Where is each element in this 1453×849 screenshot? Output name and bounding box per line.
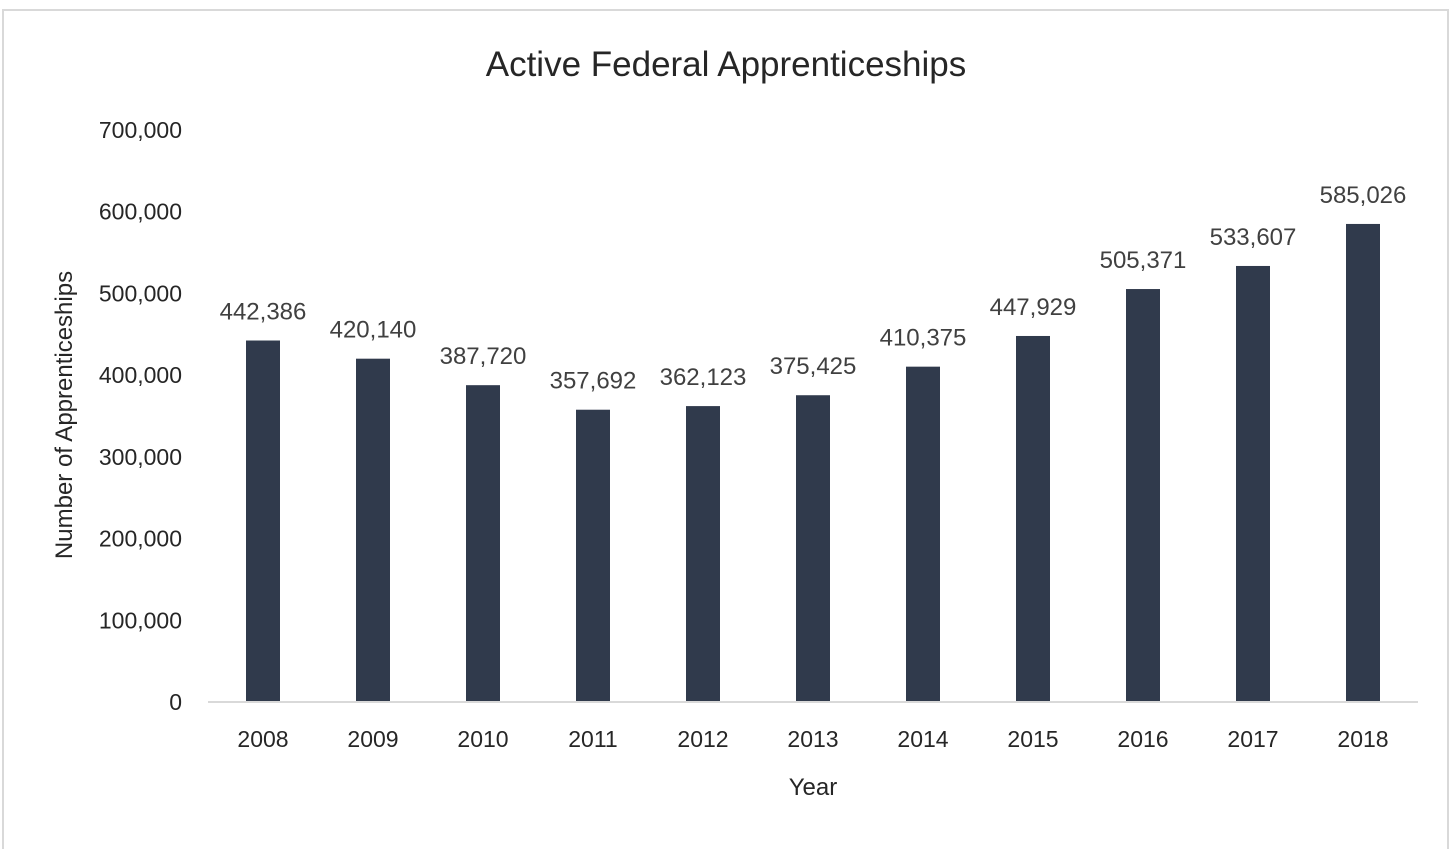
bar-2011 [576, 409, 610, 702]
x-tick-label: 2008 [237, 726, 288, 752]
bar-2008 [246, 340, 280, 702]
x-axis-ticks: 2008 2009 2010 2011 2012 2013 2014 2015 2016 2017… [237, 726, 1388, 752]
bar-2012 [686, 406, 720, 702]
data-label-2011: 357,692 [550, 368, 637, 395]
y-tick-label: 500,000 [99, 280, 182, 306]
data-label-2016: 505,371 [1100, 247, 1187, 274]
x-tick-label: 2018 [1337, 726, 1388, 752]
bars [246, 223, 1380, 702]
x-tick-label: 2017 [1227, 726, 1278, 752]
y-tick-label: 0 [169, 689, 182, 715]
data-label-2008: 442,386 [220, 299, 307, 326]
data-label-2017: 533,607 [1210, 224, 1297, 251]
y-axis-label: Number of Apprenticeships [51, 271, 78, 559]
chart-frame [2, 9, 1449, 849]
y-tick-label: 100,000 [99, 607, 182, 633]
x-tick-label: 2016 [1117, 726, 1168, 752]
x-tick-label: 2013 [787, 726, 838, 752]
data-label-2012: 362,123 [660, 364, 747, 391]
x-tick-label: 2011 [568, 726, 617, 752]
data-label-2013: 375,425 [770, 353, 857, 380]
data-label-2010: 387,720 [440, 343, 527, 370]
bar-2015 [1016, 335, 1050, 702]
x-tick-label: 2014 [897, 726, 948, 752]
x-axis-label: Year [789, 774, 838, 801]
bar-2018 [1346, 223, 1380, 702]
data-label-2018: 585,026 [1320, 182, 1407, 209]
x-tick-label: 2010 [457, 726, 508, 752]
y-tick-label: 700,000 [99, 117, 182, 143]
y-tick-label: 600,000 [99, 199, 182, 225]
chart-title: Active Federal Apprenticeships [486, 45, 967, 84]
x-tick-label: 2009 [347, 726, 398, 752]
data-label-2014: 410,375 [880, 325, 967, 352]
x-tick-label: 2015 [1007, 726, 1058, 752]
y-tick-label: 300,000 [99, 444, 182, 470]
bar-2016 [1126, 289, 1160, 702]
data-labels: 442,386 420,140 387,720 357,692 362,123 375,4… [220, 182, 1407, 395]
bar-2010 [466, 385, 500, 702]
bar-2009 [356, 358, 390, 702]
data-label-2009: 420,140 [330, 317, 417, 344]
data-label-2015: 447,929 [990, 294, 1077, 321]
y-axis-ticks: 0 100,000 200,000 300,000 400,000 500,000 600,… [99, 117, 182, 715]
y-tick-label: 200,000 [99, 526, 182, 552]
bar-2013 [796, 395, 830, 702]
bar-2017 [1236, 265, 1270, 702]
bar-2014 [906, 366, 940, 702]
y-tick-label: 400,000 [99, 362, 182, 388]
x-tick-label: 2012 [677, 726, 728, 752]
